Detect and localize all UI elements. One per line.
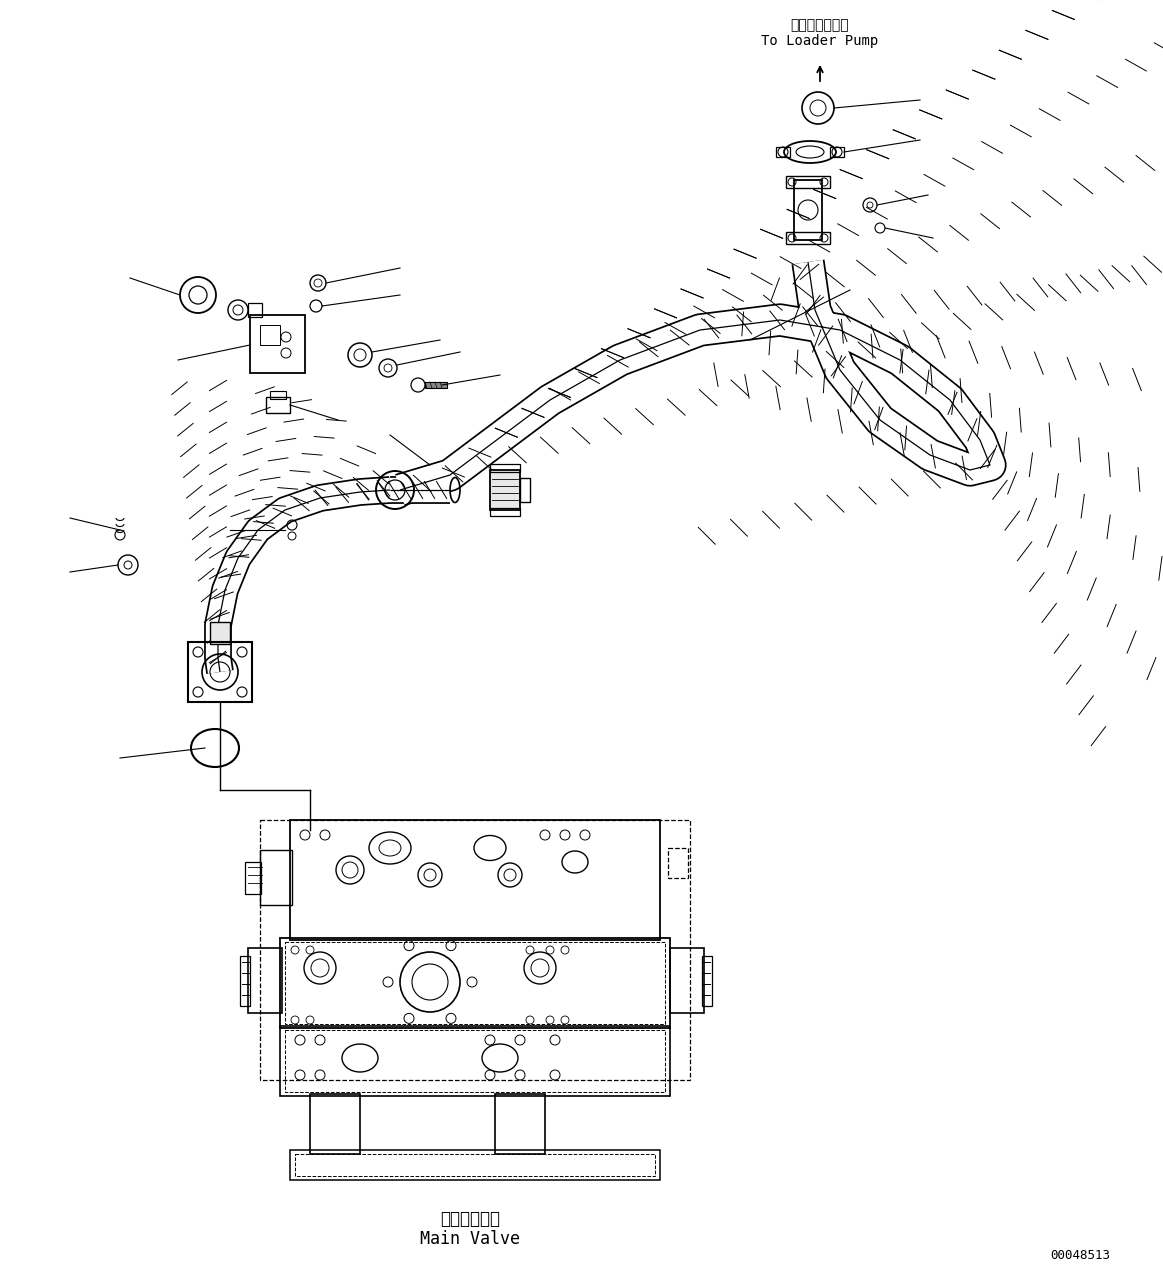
Bar (786, 231, 830, 244)
Bar (290, 820, 659, 940)
Text: ローダポンプへ: ローダポンプへ (791, 18, 849, 32)
Bar (248, 303, 262, 318)
Bar (280, 1026, 670, 1096)
Bar (776, 147, 790, 157)
Bar (280, 937, 670, 1028)
Bar (490, 464, 520, 472)
Bar (830, 147, 844, 157)
Text: Main Valve: Main Valve (420, 1229, 520, 1247)
Bar (261, 325, 280, 345)
Bar (245, 862, 261, 894)
Bar (261, 850, 292, 905)
Bar (266, 397, 290, 413)
Bar (702, 955, 712, 1006)
Bar (668, 847, 688, 878)
Bar (311, 1094, 361, 1154)
Bar (248, 948, 281, 1013)
Bar (240, 955, 250, 1006)
Bar (285, 943, 665, 1024)
Bar (670, 948, 704, 1013)
Bar (490, 508, 520, 516)
Bar (261, 820, 690, 1080)
Bar (270, 391, 286, 399)
Bar (786, 176, 830, 188)
Bar (285, 1030, 665, 1092)
Bar (424, 382, 447, 388)
Bar (211, 622, 230, 644)
Bar (794, 180, 822, 240)
Bar (290, 1150, 659, 1181)
Bar (250, 315, 305, 373)
Bar (495, 1094, 545, 1154)
Text: メインバルブ: メインバルブ (440, 1210, 500, 1228)
Bar (520, 478, 530, 502)
Bar (295, 1154, 655, 1175)
Bar (188, 642, 252, 702)
Text: To Loader Pump: To Loader Pump (762, 33, 878, 48)
Text: 00048513: 00048513 (1050, 1249, 1110, 1262)
Bar (490, 469, 520, 511)
